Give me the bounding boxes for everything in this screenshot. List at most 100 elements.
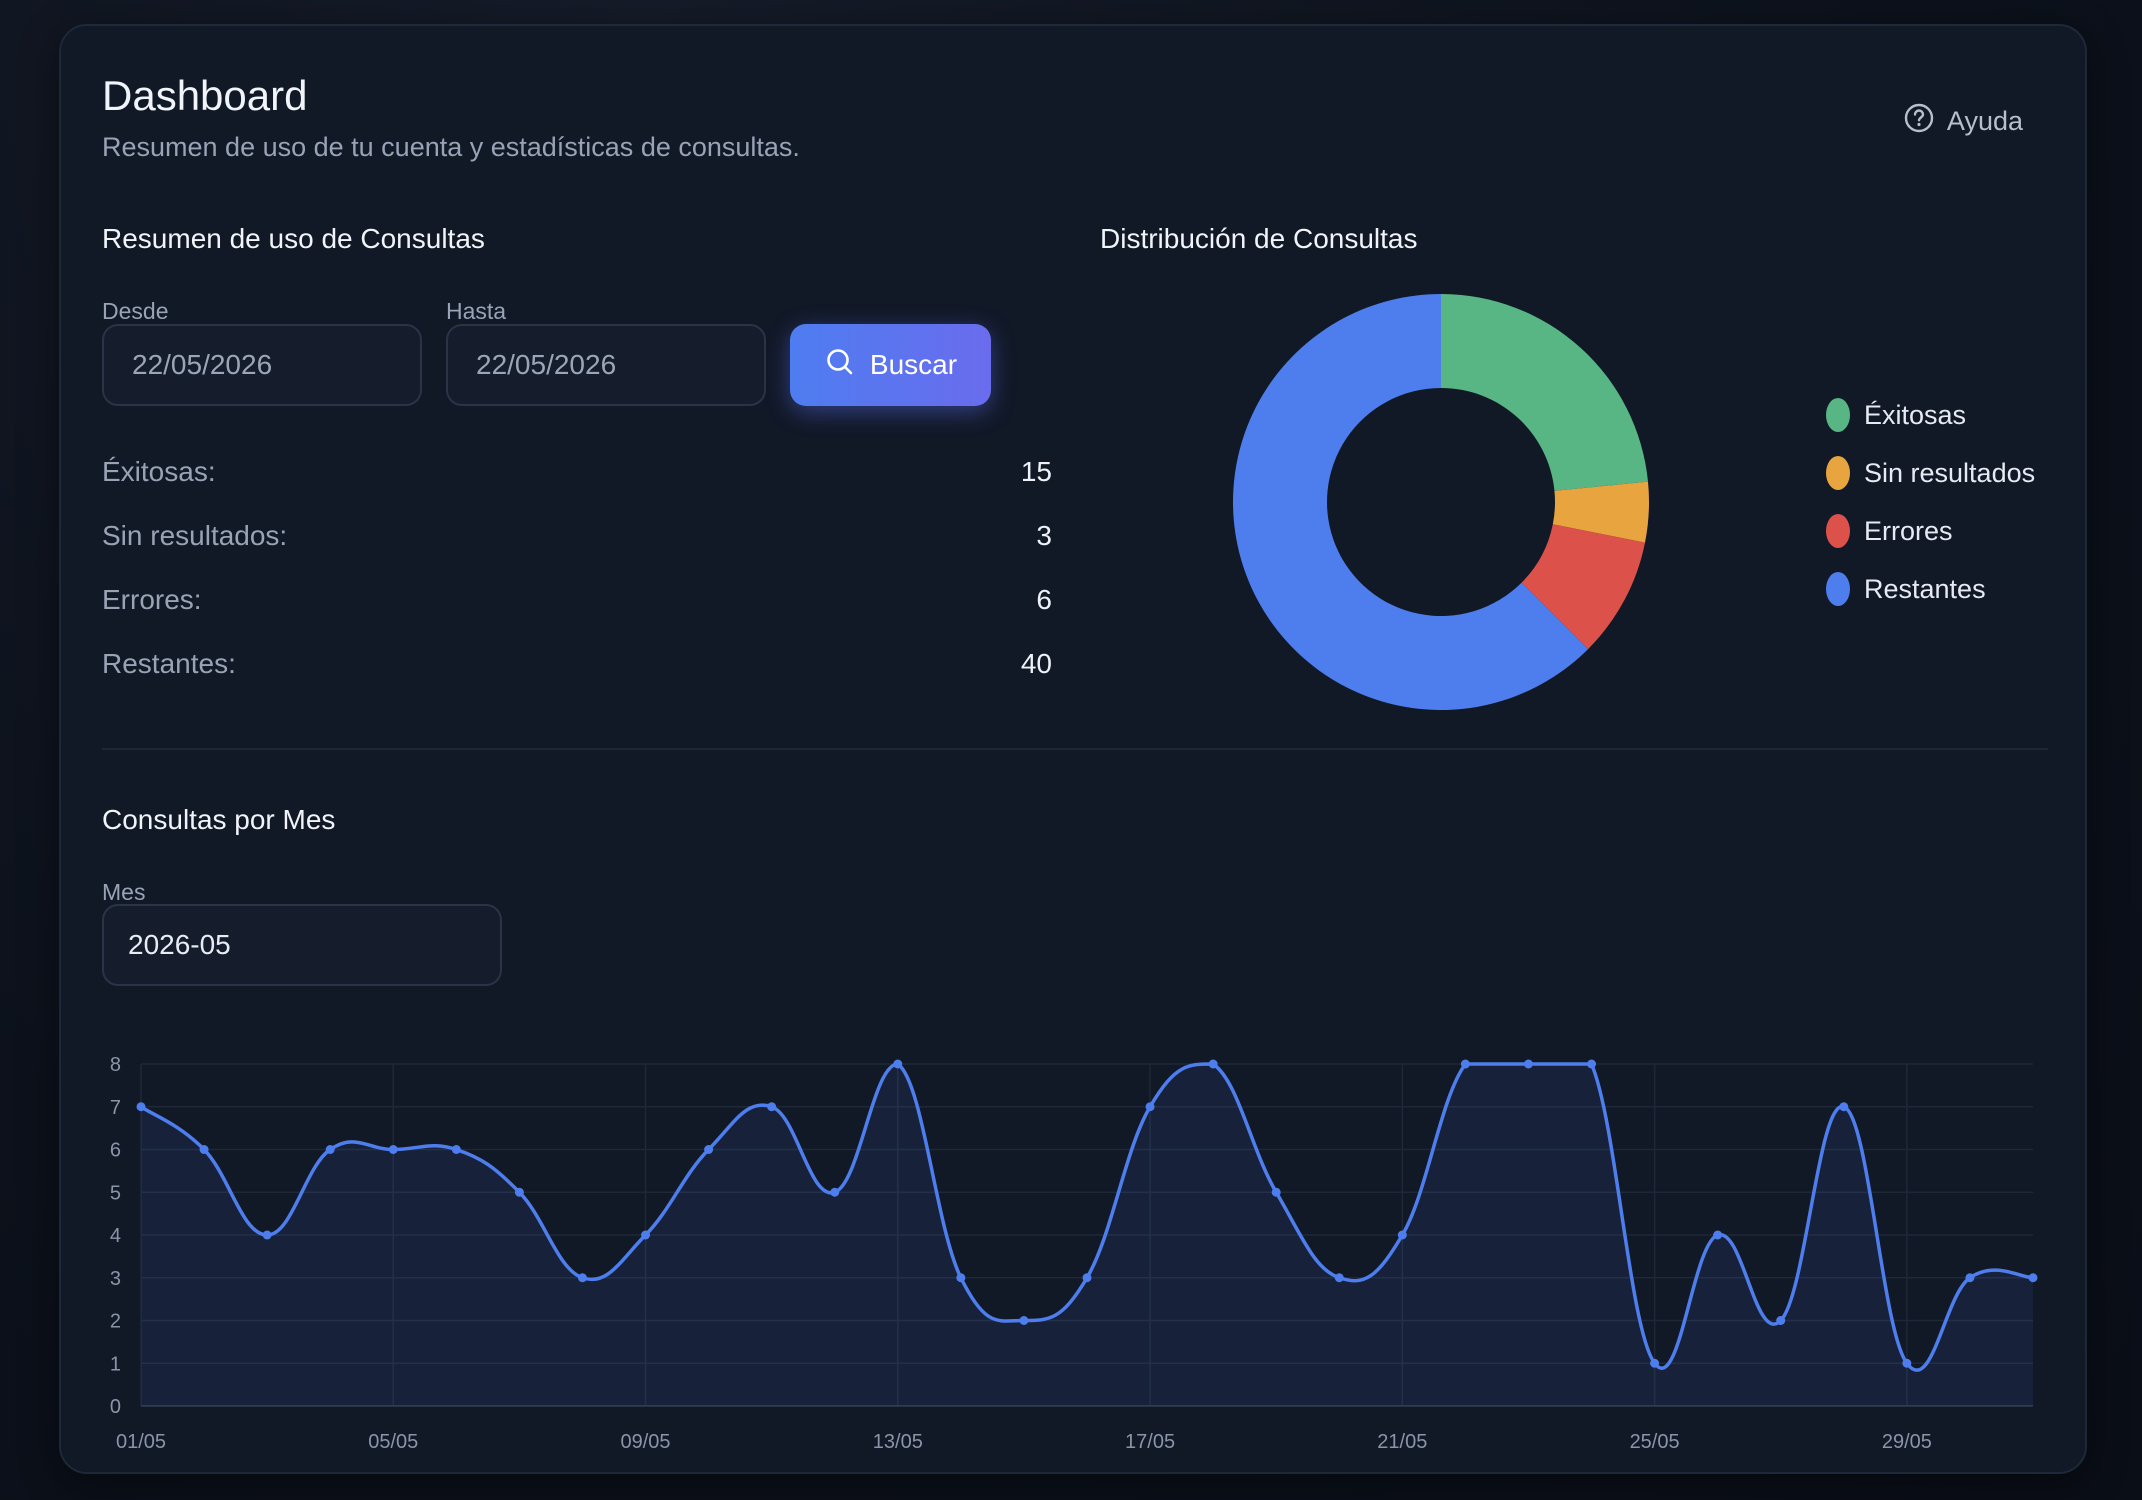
donut-chart <box>1233 294 1649 710</box>
legend-item-sin-resultados: Sin resultados <box>1826 444 2035 502</box>
data-point <box>1650 1358 1660 1368</box>
stat-label: Restantes: <box>102 648 236 679</box>
help-link[interactable]: Ayuda <box>1903 102 2023 141</box>
x-tick-label: 05/05 <box>368 1431 418 1453</box>
y-tick-label: 2 <box>110 1311 121 1333</box>
x-tick-label: 01/05 <box>116 1431 166 1453</box>
legend-item-restantes: Restantes <box>1826 560 2035 618</box>
to-label: Hasta <box>446 298 507 324</box>
data-point <box>577 1273 587 1283</box>
legend-swatch <box>1826 572 1850 606</box>
data-point <box>1208 1059 1218 1069</box>
data-point <box>325 1145 335 1154</box>
help-icon <box>1903 102 1935 141</box>
dashboard-card: Dashboard Resumen de uso de tu cuenta y … <box>59 24 2087 1474</box>
y-tick-label: 1 <box>110 1353 121 1375</box>
donut-slice-2 <box>1552 481 1649 543</box>
area-fill <box>141 1064 2033 1406</box>
stat-row-restantes: Restantes: 40 <box>102 648 1052 680</box>
data-point <box>1082 1273 1092 1283</box>
y-tick-label: 5 <box>110 1182 121 1204</box>
page-subtitle: Resumen de uso de tu cuenta y estadístic… <box>102 132 800 162</box>
y-tick-label: 4 <box>110 1225 121 1247</box>
donut-slice-1 <box>1441 294 1648 491</box>
section-divider <box>102 748 2048 750</box>
data-point <box>704 1145 714 1154</box>
data-point <box>767 1102 777 1112</box>
legend-swatch <box>1826 398 1850 432</box>
y-tick-label: 7 <box>110 1097 121 1119</box>
stat-label: Errores: <box>102 584 202 615</box>
data-point <box>893 1059 903 1069</box>
series-line <box>140 1062 2034 1372</box>
legend-item-exitosas: Éxitosas <box>1826 386 2035 444</box>
data-point <box>1902 1358 1912 1368</box>
x-tick-label: 13/05 <box>873 1431 923 1453</box>
data-point <box>1460 1059 1470 1069</box>
search-button-label: Buscar <box>869 349 958 380</box>
legend-label: Errores <box>1864 515 1953 546</box>
data-point <box>1019 1316 1029 1325</box>
x-tick-label: 17/05 <box>1125 1431 1175 1453</box>
legend-label: Sin resultados <box>1864 457 2036 488</box>
stat-value: 3 <box>1036 520 1052 551</box>
help-label: Ayuda <box>1946 106 2023 136</box>
data-point <box>262 1230 272 1240</box>
legend-label: Restantes <box>1864 573 1986 604</box>
y-tick-label: 3 <box>110 1268 121 1290</box>
data-point <box>199 1145 209 1154</box>
search-icon <box>824 346 856 385</box>
data-point <box>830 1187 840 1197</box>
distribution-section-title: Distribución de Consultas <box>1100 223 1418 254</box>
x-tick-label: 29/05 <box>1882 1431 1932 1453</box>
data-point <box>1145 1102 1155 1112</box>
donut-legend: Éxitosas Sin resultados Errores Restante… <box>1826 386 2035 618</box>
y-tick-label: 0 <box>110 1396 121 1418</box>
legend-label: Éxitosas <box>1864 399 1967 430</box>
x-tick-label: 21/05 <box>1377 1431 1427 1453</box>
donut-slice-3 <box>1521 524 1646 650</box>
data-point <box>1776 1316 1786 1325</box>
stat-label: Éxitosas: <box>102 456 216 487</box>
x-tick-label: 25/05 <box>1630 1431 1680 1453</box>
y-tick-label: 6 <box>110 1140 121 1162</box>
legend-swatch <box>1826 514 1850 548</box>
stat-value: 15 <box>1020 456 1052 487</box>
page-title: Dashboard <box>102 72 308 119</box>
data-point <box>1271 1187 1281 1197</box>
stat-row-errores: Errores: 6 <box>102 584 1052 616</box>
data-point <box>1587 1059 1597 1069</box>
data-point <box>388 1145 398 1154</box>
data-point <box>136 1102 146 1112</box>
x-tick-label: 09/05 <box>621 1431 671 1453</box>
y-tick-label: 8 <box>110 1054 121 1076</box>
data-point <box>1523 1059 1533 1069</box>
stat-value: 40 <box>1020 648 1052 679</box>
data-point <box>1839 1102 1849 1112</box>
legend-item-errores: Errores <box>1826 502 2035 560</box>
data-point <box>641 1230 651 1240</box>
data-point <box>514 1187 524 1197</box>
from-date-input[interactable] <box>102 324 422 406</box>
data-point <box>1397 1230 1407 1240</box>
stat-value: 6 <box>1036 584 1052 615</box>
from-label: Desde <box>102 298 169 324</box>
data-point <box>1334 1273 1344 1283</box>
donut-slice-4 <box>1233 294 1589 710</box>
stat-row-sin-resultados: Sin resultados: 3 <box>102 520 1052 552</box>
stat-label: Sin resultados: <box>102 520 288 551</box>
month-label: Mes <box>102 879 146 905</box>
search-button[interactable]: Buscar <box>790 324 991 406</box>
legend-swatch <box>1826 456 1850 490</box>
monthly-line-chart: 0 1 2 3 4 5 6 7 8 01/05 05/05 09/05 13/05 17/05 21/05 2… <box>110 1054 2038 1453</box>
monthly-section-title: Consultas por Mes <box>102 804 336 835</box>
data-point <box>956 1273 966 1283</box>
data-point <box>1713 1230 1723 1240</box>
to-date-input[interactable] <box>446 324 766 406</box>
data-point <box>451 1145 461 1154</box>
data-point <box>2028 1273 2038 1283</box>
month-input[interactable] <box>102 904 502 986</box>
data-point <box>1965 1273 1975 1283</box>
usage-section-title: Resumen de uso de Consultas <box>102 223 485 254</box>
stat-row-exitosas: Éxitosas: 15 <box>102 456 1052 488</box>
